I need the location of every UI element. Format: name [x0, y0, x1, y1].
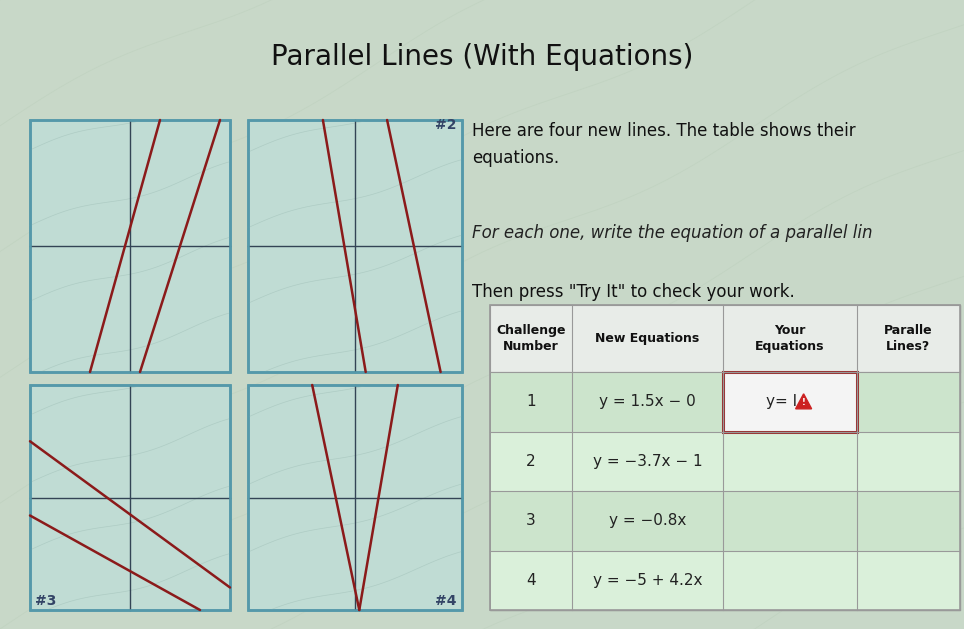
Polygon shape [490, 305, 960, 372]
Text: y = 1.5x − 0: y = 1.5x − 0 [599, 394, 696, 409]
Text: y= I: y= I [766, 394, 797, 409]
Polygon shape [490, 431, 960, 491]
Text: y = −5 + 4.2x: y = −5 + 4.2x [593, 573, 702, 587]
Polygon shape [490, 305, 960, 610]
Text: Your
Equations: Your Equations [755, 324, 824, 353]
Polygon shape [30, 385, 230, 610]
Text: #2: #2 [436, 118, 457, 132]
Text: For each one, write the equation of a parallel lin: For each one, write the equation of a pa… [472, 224, 872, 242]
Text: y = −0.8x: y = −0.8x [608, 513, 686, 528]
Text: Here are four new lines. The table shows their
equations.: Here are four new lines. The table shows… [472, 123, 856, 167]
Text: 1: 1 [526, 394, 536, 409]
Polygon shape [490, 550, 960, 610]
Text: 2: 2 [526, 454, 536, 469]
Polygon shape [490, 372, 960, 431]
Text: 4: 4 [526, 573, 536, 587]
Polygon shape [248, 385, 462, 610]
Polygon shape [30, 120, 230, 372]
Polygon shape [723, 372, 857, 431]
Text: New Equations: New Equations [596, 332, 700, 345]
Text: 3: 3 [526, 513, 536, 528]
Text: !: ! [802, 398, 806, 408]
Text: y = −3.7x − 1: y = −3.7x − 1 [593, 454, 702, 469]
Polygon shape [248, 120, 462, 372]
Text: Then press "Try It" to check your work.: Then press "Try It" to check your work. [472, 284, 795, 301]
Text: Parallel Lines (With Equations): Parallel Lines (With Equations) [271, 43, 693, 70]
Text: #3: #3 [35, 594, 56, 608]
Text: Challenge
Number: Challenge Number [496, 324, 566, 353]
Polygon shape [490, 491, 960, 550]
Text: #4: #4 [436, 594, 457, 608]
Text: Paralle
Lines?: Paralle Lines? [884, 324, 932, 353]
Polygon shape [795, 394, 812, 409]
